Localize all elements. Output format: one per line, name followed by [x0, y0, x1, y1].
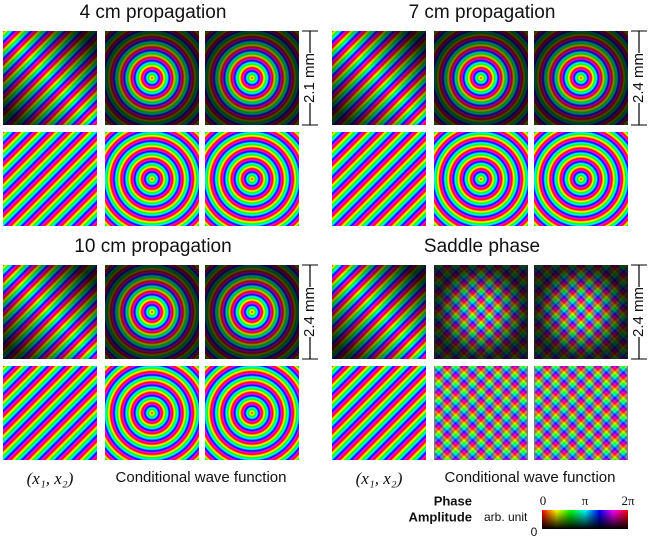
image-tile: [534, 265, 628, 359]
content: 4 cm propagation 2.1 mm 7 cm propagation 2.…: [3, 2, 648, 539]
phase-tick: 2π: [621, 493, 635, 508]
ring-image: [205, 132, 299, 226]
ring-image: [105, 132, 199, 226]
amplitude-shade: [3, 31, 97, 125]
scale-label-bg: [301, 287, 319, 337]
panel-title: Saddle phase: [424, 236, 540, 257]
stripe-image: [3, 366, 97, 460]
image-tile: [534, 132, 628, 226]
panel-title: 7 cm propagation: [409, 2, 556, 23]
amplitude-shade: [332, 265, 426, 359]
ring-image: [434, 132, 528, 226]
image-tile: [205, 366, 299, 460]
colorbar-shade: [542, 510, 628, 529]
ring-image: [205, 366, 299, 460]
wave-label: Conditional wave function: [445, 469, 616, 486]
saddle-image: [434, 366, 528, 460]
phase-tick: 0: [540, 493, 547, 508]
image-tile: [534, 31, 628, 125]
image-tile: [332, 132, 426, 226]
stripe-image: [332, 366, 426, 460]
amplitude-label: Amplitude: [408, 509, 472, 524]
ring-image: [105, 366, 199, 460]
image-tile: [105, 265, 199, 359]
image-tile: [205, 31, 299, 125]
image-tile: [434, 132, 528, 226]
scale-label-bg: [630, 287, 648, 337]
image-tile: [434, 31, 528, 125]
panel-title: 4 cm propagation: [80, 2, 227, 23]
image-tile: [3, 132, 97, 226]
phase-label: Phase: [434, 493, 472, 508]
amplitude-shade: [534, 265, 628, 359]
amplitude-min: 0: [531, 525, 538, 539]
scale-label-bg: [630, 53, 648, 103]
image-tile: [434, 366, 528, 460]
image-tile: [3, 265, 97, 359]
image-tile: [332, 265, 426, 359]
amplitude-shade: [434, 31, 528, 125]
scale-label: 2.4 mm: [301, 287, 318, 337]
image-tile: [105, 132, 199, 226]
coords-label: (x₁, x₂): [27, 469, 74, 488]
panel-title: 10 cm propagation: [74, 236, 231, 257]
phase-tick: π: [582, 493, 589, 508]
amplitude-shade: [205, 265, 299, 359]
image-tile: [332, 31, 426, 125]
wave-label: Conditional wave function: [116, 469, 287, 486]
scale-label-bg: [301, 53, 319, 103]
image-tile: [434, 265, 528, 359]
image-tile: [3, 366, 97, 460]
image-tile: [332, 366, 426, 460]
image-tile: [105, 31, 199, 125]
image-tile: [105, 366, 199, 460]
image-tile: [534, 366, 628, 460]
image-tile: [3, 31, 97, 125]
unit-label: arb. unit: [484, 510, 528, 524]
ring-image: [534, 132, 628, 226]
amplitude-shade: [434, 265, 528, 359]
scale-label: 2.4 mm: [630, 287, 647, 337]
amplitude-shade: [105, 31, 199, 125]
amplitude-shade: [205, 31, 299, 125]
amplitude-shade: [105, 265, 199, 359]
scale-label: 2.1 mm: [301, 53, 318, 103]
amplitude-shade: [3, 265, 97, 359]
coords-label: (x₁, x₂): [356, 469, 403, 488]
image-tile: [205, 132, 299, 226]
amplitude-shade: [534, 31, 628, 125]
stripe-image: [332, 132, 426, 226]
saddle-image: [534, 366, 628, 460]
amplitude-shade: [332, 31, 426, 125]
image-tile: [205, 265, 299, 359]
scale-label: 2.4 mm: [630, 53, 647, 103]
stripe-image: [3, 132, 97, 226]
